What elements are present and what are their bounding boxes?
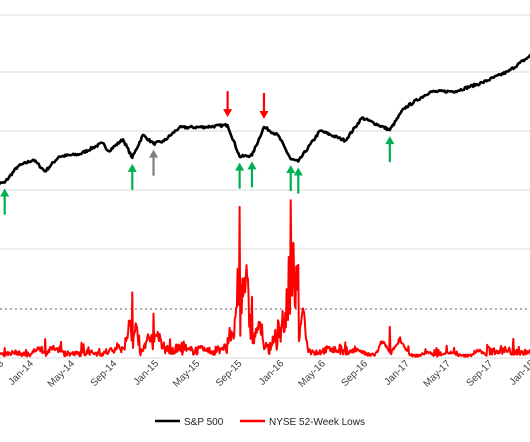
x-tick-label-clipped: 3 [0,358,6,370]
down-arrow-red-3 [223,91,233,118]
x-tick-label-may-14: May-14 [46,358,78,390]
x-tick-label-jan-15: Jan-15 [132,358,162,388]
up-arrow-green-9 [385,136,395,163]
legend: S&P 500 NYSE 52-Week Lows [155,417,365,428]
arrow-head [259,110,269,119]
x-tick-label-jan-18: Jan-18 [508,358,530,388]
arrow-head [235,162,245,171]
arrow-head [149,149,159,158]
arrow-head [0,188,10,197]
arrow-head [127,163,137,172]
x-tick-label-sep-14: Sep-14 [89,358,120,389]
arrow-head [223,109,233,118]
arrow-head [286,165,296,174]
x-tick-label-jan-17: Jan-17 [382,358,412,388]
down-arrow-red-6 [259,92,269,119]
x-tick-label-sep-15: Sep-15 [214,358,245,389]
legend-label-sp500: S&P 500 [184,417,224,428]
x-tick-label-jan-16: Jan-16 [257,358,287,388]
series-line-nyse-lows [0,199,530,359]
up-arrow-green-5 [247,161,257,188]
x-tick-label-may-15: May-15 [171,358,203,390]
up-arrow-green-1 [127,163,137,190]
up-arrow-green-7 [286,165,296,192]
x-tick-label-may-16: May-16 [296,358,328,390]
legend-label-lows: NYSE 52-Week Lows [269,417,365,428]
series-line-sp500 [0,53,530,186]
up-arrow-gray-2 [149,149,159,176]
x-tick-label-sep-17: Sep-17 [465,358,496,389]
up-arrow-green-4 [235,162,245,189]
x-tick-label-jan-14: Jan-14 [7,358,37,388]
up-arrow-green-8 [293,167,303,194]
series-lines [0,53,530,359]
arrow-head [247,161,257,170]
gridlines [0,14,530,359]
arrow-head [293,167,303,176]
x-axis: Jan-14 May-14 Sep-14 Jan-15 May-15 Sep-15 Jan-… [0,357,530,390]
x-tick-label-may-17: May-17 [422,358,454,390]
up-arrow-green-0 [0,188,10,215]
annotation-arrows [0,91,395,215]
arrow-head [385,136,395,145]
x-tick-label-sep-16: Sep-16 [339,358,370,389]
